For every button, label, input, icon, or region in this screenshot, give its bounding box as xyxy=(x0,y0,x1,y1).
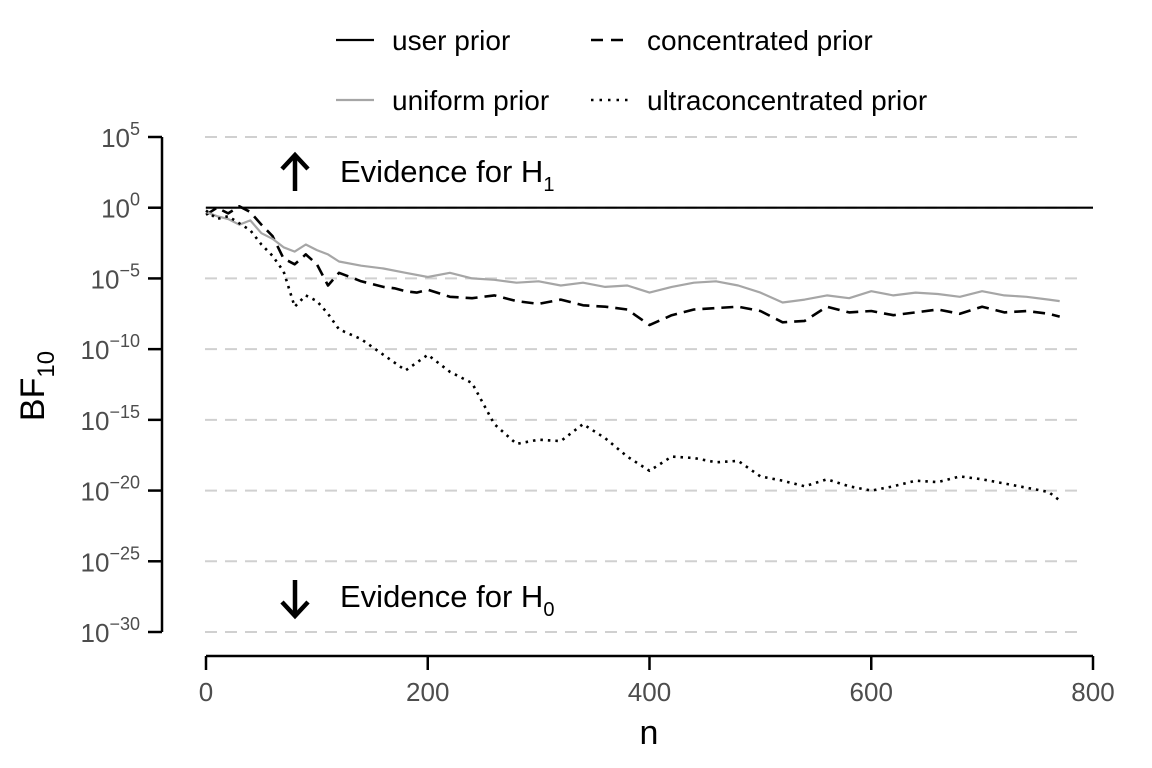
legend-label: ultraconcentrated prior xyxy=(647,85,927,116)
y-tick-label: 10−10 xyxy=(81,331,140,365)
arrow-up-icon-head xyxy=(280,151,310,171)
legend-label: user prior xyxy=(392,25,510,56)
y-tick-label: 10−20 xyxy=(81,473,140,507)
x-tick-label: 400 xyxy=(628,677,671,707)
axes: 105 100 10−5 10−10 10−15 10−20 10−25 10−30 0 200 4… xyxy=(14,119,1115,752)
grid xyxy=(205,136,1085,633)
x-tick-label: 600 xyxy=(850,677,893,707)
y-tick-label: 100 xyxy=(101,190,140,224)
x-tick-label: 800 xyxy=(1071,677,1114,707)
series-line-ultraconcentrated-prior xyxy=(205,209,1061,502)
x-axis-title: n xyxy=(640,714,659,752)
evidence-h1-label: Evidence for H1 xyxy=(340,154,554,196)
legend-label: uniform prior xyxy=(392,85,549,116)
x-tick-label: 0 xyxy=(199,677,213,707)
y-tick-label: 10−5 xyxy=(91,260,140,294)
evidence-h0-label: Evidence for H0 xyxy=(340,579,554,621)
y-tick-label: 10−25 xyxy=(81,543,140,577)
y-tick-label: 105 xyxy=(101,119,140,153)
legend-label: concentrated prior xyxy=(647,25,873,56)
series-group xyxy=(205,205,1093,502)
annotations: Evidence for H1 Evidence for H0 xyxy=(280,151,554,621)
x-tick-label: 200 xyxy=(406,677,449,707)
series-line-concentrated-prior xyxy=(205,205,1061,327)
series-line-uniform-prior xyxy=(205,210,1060,304)
legend: user prior concentrated prior uniform prio… xyxy=(336,25,927,116)
y-axis-title: BF10 xyxy=(14,351,60,421)
y-tick-label: 10−15 xyxy=(81,402,140,436)
y-tick-label: 10−30 xyxy=(81,614,140,648)
arrow-down-icon-head xyxy=(280,600,310,620)
